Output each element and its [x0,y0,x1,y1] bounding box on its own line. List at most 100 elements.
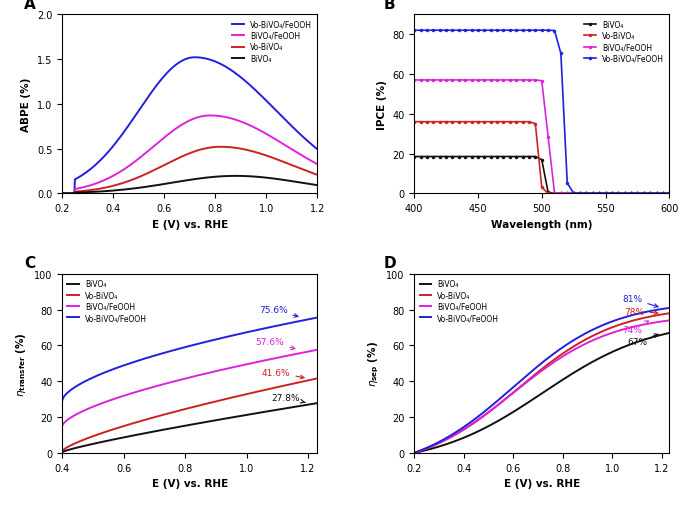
Line: BiVO₄: BiVO₄ [414,333,669,453]
Line: BiVO₄/FeOOH: BiVO₄/FeOOH [414,321,669,453]
Vo-BiVO₄/FeOOH [435,28,444,34]
BiVO₄ [659,191,667,197]
Line: BiVO₄/FeOOH: BiVO₄/FeOOH [413,79,671,195]
Text: C: C [24,256,35,271]
BiVO₄/FeOOH [525,78,533,84]
BiVO₄/FeOOH [410,450,418,456]
Vo-BiVO₄/FeOOH [467,28,475,34]
Vo-BiVO₄/FeOOH [608,191,616,197]
BiVO₄/FeOOH [411,449,419,456]
Vo-BiVO₄/FeOOH [209,337,217,344]
Vo-BiVO₄/FeOOH [410,28,418,34]
BiVO₄ [410,154,418,160]
Vo-BiVO₄ [410,450,418,456]
Vo-BiVO₄ [467,120,475,126]
Y-axis label: ABPE (%): ABPE (%) [21,77,32,132]
Vo-BiVO₄ [589,191,597,197]
BiVO₄ [557,191,565,197]
BiVO₄/FeOOH [627,191,635,197]
Vo-BiVO₄/FeOOH [620,191,629,197]
Vo-BiVO₄ [627,191,635,197]
Line: Vo-BiVO₄/FeOOH: Vo-BiVO₄/FeOOH [413,30,671,195]
Line: BiVO₄: BiVO₄ [62,177,317,194]
Text: 75.6%: 75.6% [259,305,298,318]
Vo-BiVO₄/FeOOH [429,28,437,34]
BiVO₄ [58,449,66,455]
BiVO₄ [602,191,610,197]
Vo-BiVO₄/FeOOH [58,398,66,404]
BiVO₄/FeOOH [646,191,654,197]
Vo-BiVO₄ [216,145,224,151]
Vo-BiVO₄/FeOOH [448,28,457,34]
BiVO₄/FeOOH [518,78,526,84]
Vo-BiVO₄/FeOOH [59,395,67,402]
Vo-BiVO₄ [181,153,189,159]
BiVO₄/FeOOH [210,114,219,120]
Vo-BiVO₄ [423,120,431,126]
BiVO₄/FeOOH [416,78,424,84]
BiVO₄ [493,154,501,160]
BiVO₄/FeOOH [58,191,66,197]
Vo-BiVO₄/FeOOH [191,55,199,61]
BiVO₄/FeOOH [58,423,66,429]
BiVO₄/FeOOH [538,78,546,84]
Vo-BiVO₄ [544,191,552,197]
Text: 27.8%: 27.8% [271,393,305,403]
BiVO₄ [512,154,520,160]
Vo-BiVO₄ [561,349,569,355]
BiVO₄ [563,191,571,197]
BiVO₄/FeOOH [659,191,667,197]
Vo-BiVO₄/FeOOH [602,191,610,197]
Vo-BiVO₄/FeOOH [210,59,219,65]
Vo-BiVO₄/FeOOH [551,29,559,35]
Vo-BiVO₄/FeOOH [411,449,419,456]
Vo-BiVO₄/FeOOH [582,191,591,197]
Vo-BiVO₄ [582,191,591,197]
BiVO₄ [620,191,629,197]
Text: 67%: 67% [627,334,658,347]
Vo-BiVO₄/FeOOH [308,142,316,148]
BiVO₄/FeOOH [512,78,520,84]
BiVO₄/FeOOH [429,78,437,84]
Line: BiVO₄: BiVO₄ [62,403,317,452]
Vo-BiVO₄ [602,191,610,197]
Vo-BiVO₄ [620,191,629,197]
Vo-BiVO₄ [289,381,297,387]
BiVO₄ [653,191,661,197]
BiVO₄ [486,154,495,160]
Vo-BiVO₄/FeOOH [653,191,661,197]
BiVO₄ [442,154,450,160]
Vo-BiVO₄/FeOOH [512,28,520,34]
BiVO₄/FeOOH [602,191,610,197]
BiVO₄/FeOOH [435,78,444,84]
BiVO₄/FeOOH [442,78,450,84]
BiVO₄/FeOOH [313,347,322,353]
Vo-BiVO₄ [179,154,188,160]
BiVO₄ [214,417,222,423]
BiVO₄ [551,191,559,197]
Vo-BiVO₄/FeOOH [493,28,501,34]
Vo-BiVO₄/FeOOH [442,28,450,34]
BiVO₄ [196,176,204,182]
Line: BiVO₄/FeOOH: BiVO₄/FeOOH [62,350,317,426]
Vo-BiVO₄/FeOOH [416,28,424,34]
BiVO₄ [569,191,578,197]
BiVO₄/FeOOH [641,322,649,328]
BiVO₄/FeOOH [313,162,322,168]
Vo-BiVO₄ [313,173,322,179]
BiVO₄/FeOOH [614,191,622,197]
Vo-BiVO₄ [474,120,482,126]
BiVO₄/FeOOH [273,355,282,361]
Vo-BiVO₄ [411,449,419,456]
BiVO₄ [518,154,526,160]
BiVO₄ [641,336,649,343]
Vo-BiVO₄ [410,120,418,126]
Vo-BiVO₄ [210,399,218,405]
BiVO₄ [313,183,322,189]
Line: Vo-BiVO₄: Vo-BiVO₄ [62,379,317,451]
BiVO₄/FeOOH [179,122,188,128]
Vo-BiVO₄ [608,191,616,197]
BiVO₄/FeOOH [665,191,673,197]
BiVO₄ [665,191,673,197]
BiVO₄ [582,191,591,197]
